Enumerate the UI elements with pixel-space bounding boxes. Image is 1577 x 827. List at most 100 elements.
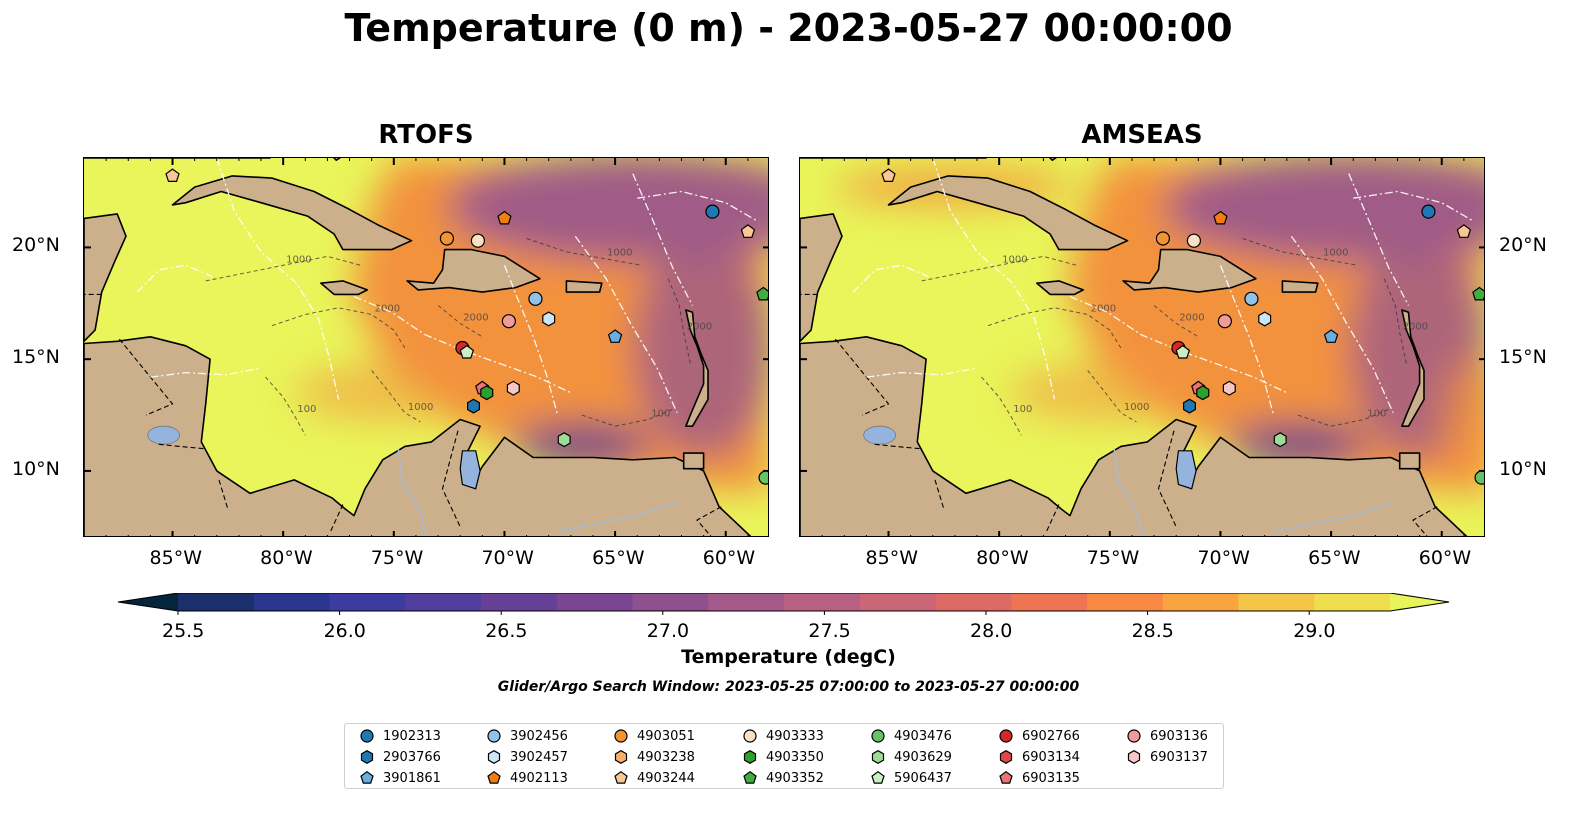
svg-text:2000: 2000 (463, 312, 488, 323)
float-marker-4902113[interactable] (497, 210, 512, 225)
lat-tick-label-right: 10°N (1499, 457, 1547, 480)
legend-label: 3901861 (383, 770, 441, 786)
legend-label: 4902113 (510, 770, 568, 786)
svg-text:2000: 2000 (1179, 312, 1204, 323)
float-marker-6903137[interactable] (1222, 380, 1236, 396)
float-marker-6903136[interactable] (1217, 314, 1232, 329)
circle-marker-icon (487, 729, 501, 743)
legend-label: 4903051 (637, 728, 695, 744)
hexagon-marker-icon (871, 750, 885, 764)
lon-tick-label: 75°W (1086, 547, 1140, 569)
svg-text:1000: 1000 (286, 254, 311, 265)
float-marker-4903244[interactable] (881, 168, 896, 182)
lon-tick-label: 85°W (865, 547, 918, 569)
legend-label: 5906437 (894, 770, 952, 786)
legend-label: 6903134 (1022, 749, 1080, 765)
lat-tick-label-right: 20°N (1499, 234, 1547, 257)
legend-item-4903333: 4903333 (742, 726, 824, 746)
float-marker-1902313[interactable] (705, 204, 720, 219)
svg-text:2000: 2000 (375, 303, 400, 314)
legend-label: 4903476 (894, 728, 952, 744)
legend-item-4903352: 4903352 (742, 768, 824, 788)
legend-label: 4903244 (637, 770, 695, 786)
colorbar-tick-label: 25.5 (162, 620, 205, 642)
legend-item-2903766: 2903766 (359, 747, 441, 767)
legend-item-1902313: 1902313 (359, 726, 441, 746)
pentagon-marker-icon (487, 770, 501, 784)
lon-tick-label: 60°W (1418, 547, 1472, 569)
float-marker-5906437[interactable] (459, 344, 475, 359)
float-marker-4903350[interactable] (1196, 385, 1210, 401)
float-marker-3902457[interactable] (542, 311, 556, 327)
float-marker-4903244[interactable] (165, 168, 180, 182)
float-marker-4902113[interactable] (1213, 210, 1228, 225)
lon-tick-label: 65°W (1308, 547, 1361, 569)
legend-item-4903238: 4903238 (613, 747, 695, 767)
float-marker-4903476[interactable] (758, 470, 769, 485)
panel-title-amseas: AMSEAS (1081, 120, 1203, 150)
svg-text:1000: 1000 (1124, 402, 1149, 413)
float-marker-4903244[interactable] (1456, 224, 1472, 238)
svg-text:2000: 2000 (1091, 303, 1116, 314)
legend-item-6903136: 6903136 (1126, 726, 1208, 746)
svg-text:100: 100 (297, 404, 316, 415)
legend-item-4903051: 4903051 (613, 726, 695, 746)
legend-item-3902456: 3902456 (486, 726, 568, 746)
float-marker-4903244[interactable] (740, 224, 756, 238)
pentagon-marker-icon (999, 770, 1013, 784)
float-marker-4903350[interactable] (480, 385, 494, 401)
float-marker-3902457[interactable] (1258, 311, 1272, 327)
float-marker-4903333[interactable] (470, 233, 485, 248)
legend-item-4903629: 4903629 (870, 747, 952, 767)
float-marker-3901861[interactable] (607, 329, 623, 343)
float-marker-3901861[interactable] (1323, 329, 1339, 343)
lon-tick-label: 80°W (976, 547, 1029, 569)
lon-tick-label: 80°W (260, 547, 313, 569)
colorbar-tick-label: 28.5 (1131, 620, 1174, 642)
lon-tick-label: 65°W (592, 547, 645, 569)
legend-label: 4903333 (766, 728, 824, 744)
map-rtofs[interactable]: 1000 2000 100 1000 2000 100 1000 2000 (83, 157, 769, 537)
map-amseas[interactable]: 1000 2000 100 1000 2000 100 1000 2000 (799, 157, 1485, 537)
legend-label: 6903137 (1150, 749, 1208, 765)
float-marker-2903766[interactable] (1183, 398, 1196, 414)
float-marker-4903629[interactable] (557, 432, 571, 448)
float-marker-5906437[interactable] (1175, 344, 1191, 359)
circle-marker-icon (1127, 729, 1141, 743)
lat-tick-label-left: 10°N (12, 457, 60, 480)
legend-label: 6902766 (1022, 728, 1080, 744)
float-marker-2903766[interactable] (467, 398, 480, 414)
float-marker-6903137[interactable] (506, 380, 520, 396)
legend-item-4903244: 4903244 (613, 768, 695, 788)
float-marker-4903352[interactable] (1472, 286, 1485, 301)
svg-text:100: 100 (651, 409, 670, 420)
float-marker-4903629[interactable] (1273, 432, 1287, 448)
float-marker-1902313[interactable] (1421, 204, 1436, 219)
svg-text:1000: 1000 (1323, 248, 1348, 259)
lat-tick-label-left: 20°N (12, 234, 60, 257)
lon-tick-label: 70°W (1197, 547, 1250, 569)
svg-text:100: 100 (1013, 404, 1032, 415)
legend-label: 4903238 (637, 749, 695, 765)
colorbar-tick-label: 29.0 (1293, 620, 1336, 642)
legend-item-3901861: 3901861 (359, 768, 441, 788)
float-marker-4903352[interactable] (756, 286, 769, 301)
float-marker-4903333[interactable] (1186, 233, 1201, 248)
legend-item-6903134: 6903134 (998, 747, 1080, 767)
pentagon-marker-icon (743, 770, 757, 784)
legend-label: 6903136 (1150, 728, 1208, 744)
legend-label: 6903135 (1022, 770, 1080, 786)
legend-label: 4903629 (894, 749, 952, 765)
legend-item-5906437: 5906437 (870, 768, 952, 788)
float-marker-4903476[interactable] (1474, 470, 1485, 485)
float-marker-6903136[interactable] (501, 314, 516, 329)
float-marker-3902456[interactable] (528, 291, 543, 306)
colorbar-tick-label: 27.5 (808, 620, 851, 642)
legend: 1902313 2903766 3901861 3902456 3902457 49021… (344, 723, 1224, 789)
float-marker-4903051[interactable] (439, 231, 455, 246)
float-marker-4903051[interactable] (1155, 231, 1171, 246)
pentagon-marker-icon (871, 770, 885, 784)
float-marker-3902456[interactable] (1244, 291, 1259, 306)
legend-label: 4903350 (766, 749, 824, 765)
legend-label: 3902457 (510, 749, 568, 765)
